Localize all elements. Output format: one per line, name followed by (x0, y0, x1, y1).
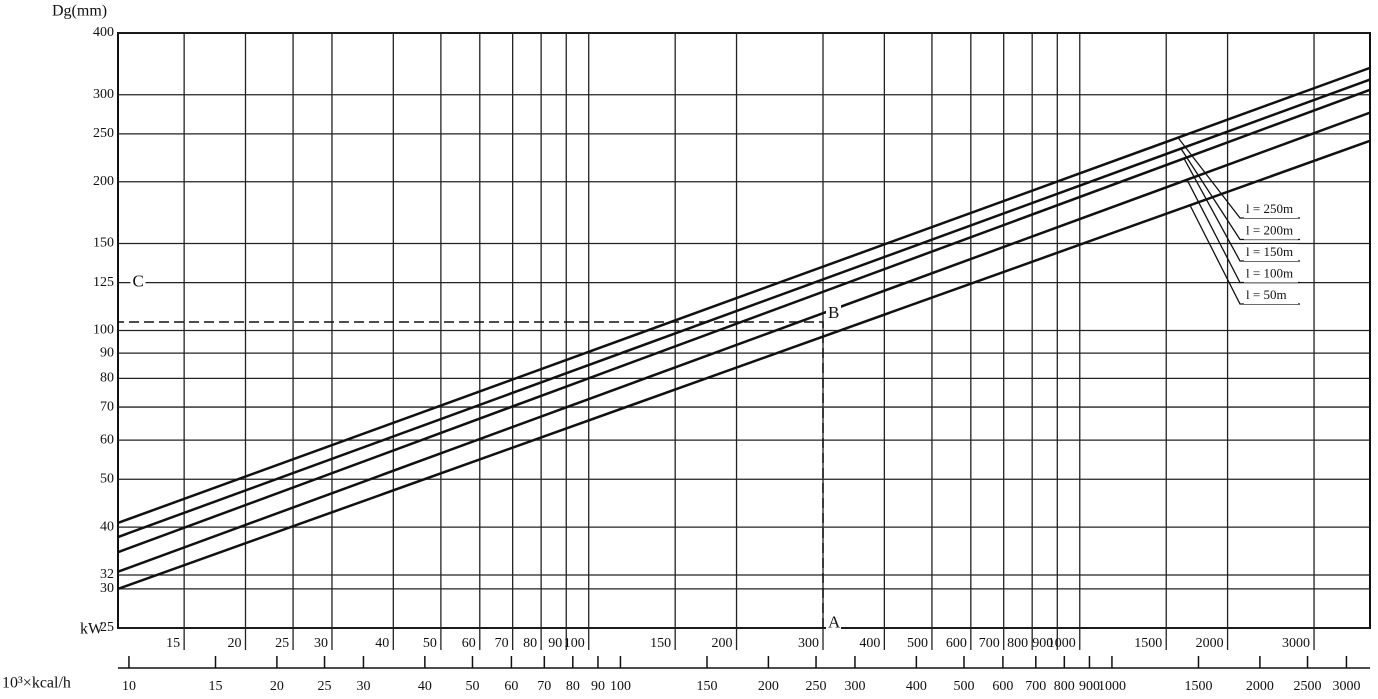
x2-tick-label: 15 (208, 679, 222, 694)
x2-tick-label: 60 (504, 679, 518, 694)
y-tick-label: 200 (93, 174, 114, 189)
annotation: C (132, 272, 143, 291)
x2-tick-label: 500 (953, 679, 974, 694)
x2-tick-label: 1500 (1184, 679, 1212, 694)
x2-tick-label: 90 (591, 679, 605, 694)
x2-tick-label: 50 (465, 679, 479, 694)
reading-line (118, 321, 824, 628)
x-tick-label: 400 (859, 636, 880, 651)
x2-tick-label: 150 (696, 679, 717, 694)
legend-label: l = 150m (1246, 244, 1293, 259)
x-tick-label: 1500 (1134, 636, 1162, 651)
x-tick-label: 15 (166, 636, 180, 651)
y-tick-label: 70 (100, 399, 114, 414)
x2-tick-label: 800 (1054, 679, 1075, 694)
x2-tick-label: 70 (537, 679, 551, 694)
x-tick-label: 90 (548, 636, 562, 651)
x2-tick-label: 3000 (1332, 679, 1360, 694)
series-line (117, 111, 1371, 573)
series-line (117, 139, 1371, 591)
x2-tick-label: 700 (1025, 679, 1046, 694)
x2-tick-label: 2000 (1246, 679, 1274, 694)
y-tick-label: 100 (93, 323, 114, 338)
x-tick-label: 25 (275, 636, 289, 651)
legend-bg (1244, 201, 1298, 218)
x-tick-label: 800 (1007, 636, 1028, 651)
annotation: B (828, 303, 839, 322)
x2-tick-label: 1000 (1098, 679, 1126, 694)
y-tick-label: 150 (93, 236, 114, 251)
x2-tick-label: 20 (270, 679, 284, 694)
y-tick-label: 30 (100, 581, 114, 596)
x2-tick-label: 25 (318, 679, 332, 694)
y-tick-label: 60 (100, 432, 114, 447)
x-tick-label: 2000 (1196, 636, 1224, 651)
x-tick-label: 60 (462, 636, 476, 651)
x-tick-label: 20 (227, 636, 241, 651)
y-tick-label: 125 (93, 275, 114, 290)
x2-tick-label: 200 (758, 679, 779, 694)
x-tick-label: 600 (946, 636, 967, 651)
x2-tick-label: 900 (1079, 679, 1100, 694)
y-tick-label: 400 (93, 25, 114, 40)
x-tick-label: 150 (650, 636, 671, 651)
x2-tick-label: 40 (418, 679, 432, 694)
annotation-bg (130, 273, 146, 292)
x-tick-label: 80 (523, 636, 537, 651)
x2-tick-label: 100 (610, 679, 631, 694)
y-tick-label: 80 (100, 371, 114, 386)
x-tick-label: 300 (798, 636, 819, 651)
annotation: A (828, 613, 841, 632)
y-tick-label: 250 (93, 126, 114, 141)
x-tick-label: 700 (979, 636, 1000, 651)
legend-bg (1244, 287, 1298, 304)
x-axis-label: kW (80, 621, 104, 638)
x2-tick-label: 10 (122, 679, 136, 694)
annotation-bg (826, 614, 842, 633)
legend-label: l = 50m (1246, 287, 1287, 302)
x2-tick-label: 30 (356, 679, 370, 694)
x2-tick-label: 400 (906, 679, 927, 694)
series-line (117, 78, 1371, 539)
x-tick-label: 100 (564, 636, 585, 651)
x-tick-label: 500 (907, 636, 928, 651)
series-line (117, 66, 1371, 525)
legend-bg (1244, 265, 1298, 283)
x-tick-label: 70 (495, 636, 509, 651)
y-tick-label: 32 (100, 567, 114, 582)
y-tick-label: 300 (93, 87, 114, 102)
x-tick-label: 3000 (1282, 636, 1310, 651)
y-tick-label: 90 (100, 345, 114, 360)
y-tick-label: 50 (100, 471, 114, 486)
y-tick-label: 40 (100, 519, 114, 534)
x-tick-label: 30 (314, 636, 328, 651)
x-tick-label: 40 (375, 636, 389, 651)
legend-label: l = 100m (1246, 265, 1293, 280)
x-tick-label: 50 (423, 636, 437, 651)
x-tick-label: 900 (1032, 636, 1053, 651)
x2-tick-label: 600 (992, 679, 1013, 694)
x2-tick-label: 250 (806, 679, 827, 694)
legend-bg (1244, 222, 1298, 240)
x2-axis-label: 10³×kcal/h (2, 675, 71, 692)
x2-tick-label: 80 (566, 679, 580, 694)
legend-label: l = 200m (1246, 222, 1293, 237)
legend-label: l = 250m (1246, 201, 1293, 216)
series-line (117, 88, 1371, 554)
annotation-bg (826, 304, 842, 323)
y-axis-label: Dg(mm) (52, 3, 107, 20)
x2-tick-label: 2500 (1294, 679, 1322, 694)
legend-bg (1244, 244, 1298, 261)
x2-tick-label: 300 (844, 679, 865, 694)
x-tick-label: 1000 (1048, 636, 1076, 651)
y-tick-label: 25 (100, 620, 114, 635)
x-tick-label: 200 (712, 636, 733, 651)
